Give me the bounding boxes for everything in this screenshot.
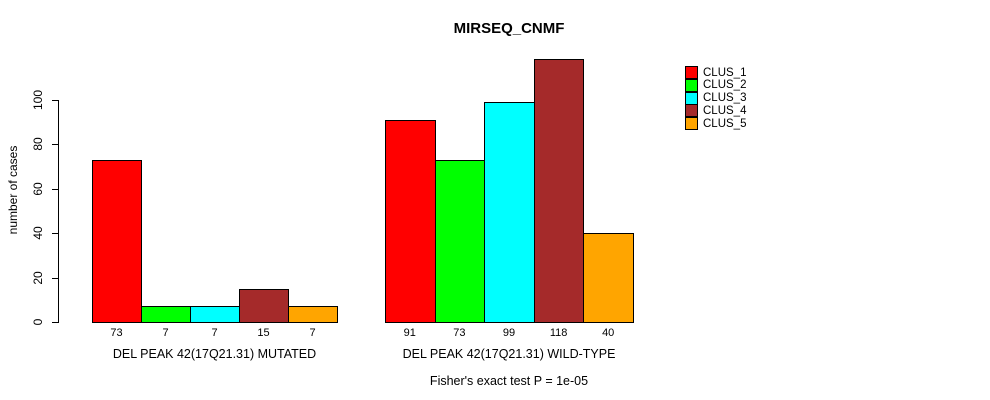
- bar-clus-2-group1: [141, 306, 191, 323]
- y-axis-tick-label: 40: [31, 226, 45, 240]
- fisher-test-note: Fisher's exact test P = 1e-05: [429, 374, 589, 388]
- y-axis-tick-label: 0: [31, 318, 45, 326]
- chart-title: MIRSEQ_CNMF: [453, 20, 565, 37]
- bar-value-label: 91: [403, 327, 416, 339]
- bar-clus-3-group1: [190, 306, 240, 323]
- bar-clus-4-group1: [239, 288, 289, 323]
- bar-clus-2-group2: [434, 159, 486, 323]
- legend-label-clus-3: CLUS_3: [703, 92, 747, 105]
- legend-label-clus-2: CLUS_2: [703, 79, 747, 92]
- bar-value-label: 73: [453, 327, 466, 339]
- bar-clus-5-group1: [288, 306, 338, 323]
- bar-value-label: 99: [502, 327, 516, 339]
- group-label-mutated: DEL PEAK 42(17Q21.31) MUTATED: [112, 347, 317, 361]
- bar-value-label: 7: [162, 327, 169, 339]
- legend-swatch-clus-5: [685, 117, 698, 131]
- bar-clus-1-group1: [92, 159, 142, 323]
- y-axis-tick: [52, 144, 58, 145]
- legend-label-clus-4: CLUS_4: [703, 104, 747, 117]
- bar-value-label: 7: [309, 327, 316, 339]
- y-axis-tick-label: 100: [31, 89, 45, 110]
- y-axis-tick-label: 20: [31, 270, 45, 285]
- legend-swatch-clus-4: [685, 104, 698, 118]
- legend-swatch-clus-2: [685, 78, 698, 92]
- legend-swatch-clus-1: [685, 66, 698, 79]
- bar-clus-4-group2: [533, 59, 585, 323]
- y-axis-tick: [52, 277, 58, 279]
- y-axis-tick: [52, 322, 58, 323]
- legend-swatch-clus-3: [685, 91, 698, 105]
- bar-value-label: 15: [257, 327, 270, 339]
- bar-value-label: 118: [549, 327, 568, 339]
- y-axis-tick: [52, 233, 58, 234]
- y-axis-tick-label: 80: [31, 137, 45, 151]
- bar-clus-3-group2: [484, 101, 535, 323]
- bar-value-label: 7: [211, 327, 218, 339]
- group-label-wildtype: DEL PEAK 42(17Q21.31) WILD-TYPE: [402, 347, 616, 361]
- y-axis-label: number of cases: [6, 145, 20, 235]
- y-axis-line: [58, 99, 59, 323]
- bar-clus-5-group2: [583, 233, 634, 323]
- legend-label-clus-5: CLUS_5: [703, 117, 747, 130]
- y-axis-tick: [52, 99, 58, 101]
- y-axis-tick-label: 60: [31, 181, 45, 196]
- bar-clus-1-group2: [385, 119, 436, 323]
- bar-value-label: 73: [110, 327, 123, 339]
- legend-label-clus-1: CLUS_1: [703, 66, 747, 79]
- y-axis-tick: [52, 188, 58, 190]
- bar-value-label: 40: [602, 327, 615, 339]
